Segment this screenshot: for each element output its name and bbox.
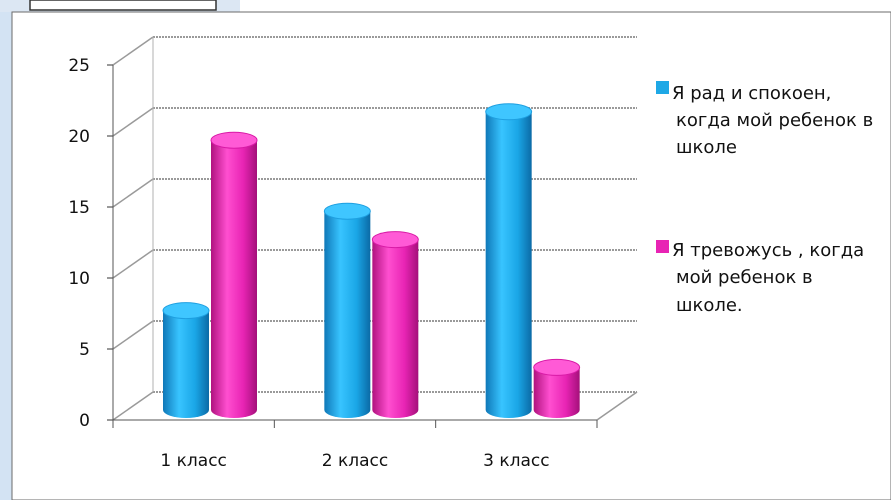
bar-1-1 [162, 302, 210, 418]
gridline-depth [112, 178, 154, 208]
slide-textbox-frame [29, 0, 217, 11]
gridline-depth [112, 36, 154, 66]
legend-label-series-1-line-2: когда мой ребенок в [676, 110, 873, 131]
bar-body [163, 310, 209, 418]
y-tick-label: 25 [68, 56, 90, 76]
y-tick-label: 5 [79, 340, 90, 360]
legend: Я рад и спокоен, когда мой ребенок в шко… [656, 81, 873, 316]
x-tick-label: 3 класс [483, 451, 549, 471]
bar-2-2 [371, 231, 419, 418]
bar-body [485, 111, 532, 419]
x-tick-label: 2 класс [322, 451, 388, 471]
bar-2-1 [210, 131, 258, 418]
y-tick-label: 20 [68, 127, 90, 147]
floor-depth-edge [596, 391, 638, 421]
bar-top [533, 358, 581, 376]
bar-top [371, 231, 419, 249]
x-tick-label: 1 класс [160, 451, 226, 471]
bar-2-3 [533, 358, 581, 418]
y-tick-label: 15 [68, 198, 90, 218]
y-tick-label: 0 [79, 411, 90, 431]
legend-swatch-series-1 [656, 81, 669, 94]
bar-top [210, 131, 258, 149]
slide-left-panel [0, 12, 12, 500]
gridline-depth [112, 249, 154, 279]
bar-body [372, 239, 419, 418]
gridline-depth [112, 320, 154, 350]
bar-top [323, 202, 371, 220]
bar-1-2 [323, 202, 371, 418]
legend-label-series-2-line-2: мой ребенок в [676, 267, 813, 288]
bar-1-3 [485, 103, 533, 419]
y-tick-label: 10 [68, 269, 90, 289]
legend-label-series-2-line-1: Я тревожусь , когда [672, 240, 864, 261]
legend-label-series-2-line-3: школе. [676, 295, 743, 316]
bars [162, 103, 581, 419]
bar-top [162, 302, 210, 320]
legend-swatch-series-2 [656, 240, 669, 253]
legend-label-series-1-line-3: школе [676, 137, 737, 158]
legend-label-series-1-line-1: Я рад и спокоен, [672, 83, 831, 104]
gridline-depth [112, 107, 154, 137]
bar-body [533, 367, 580, 418]
gridline-depth [112, 391, 154, 421]
bar-body [324, 211, 371, 418]
bar-top [485, 103, 533, 121]
bar-body [211, 140, 257, 418]
